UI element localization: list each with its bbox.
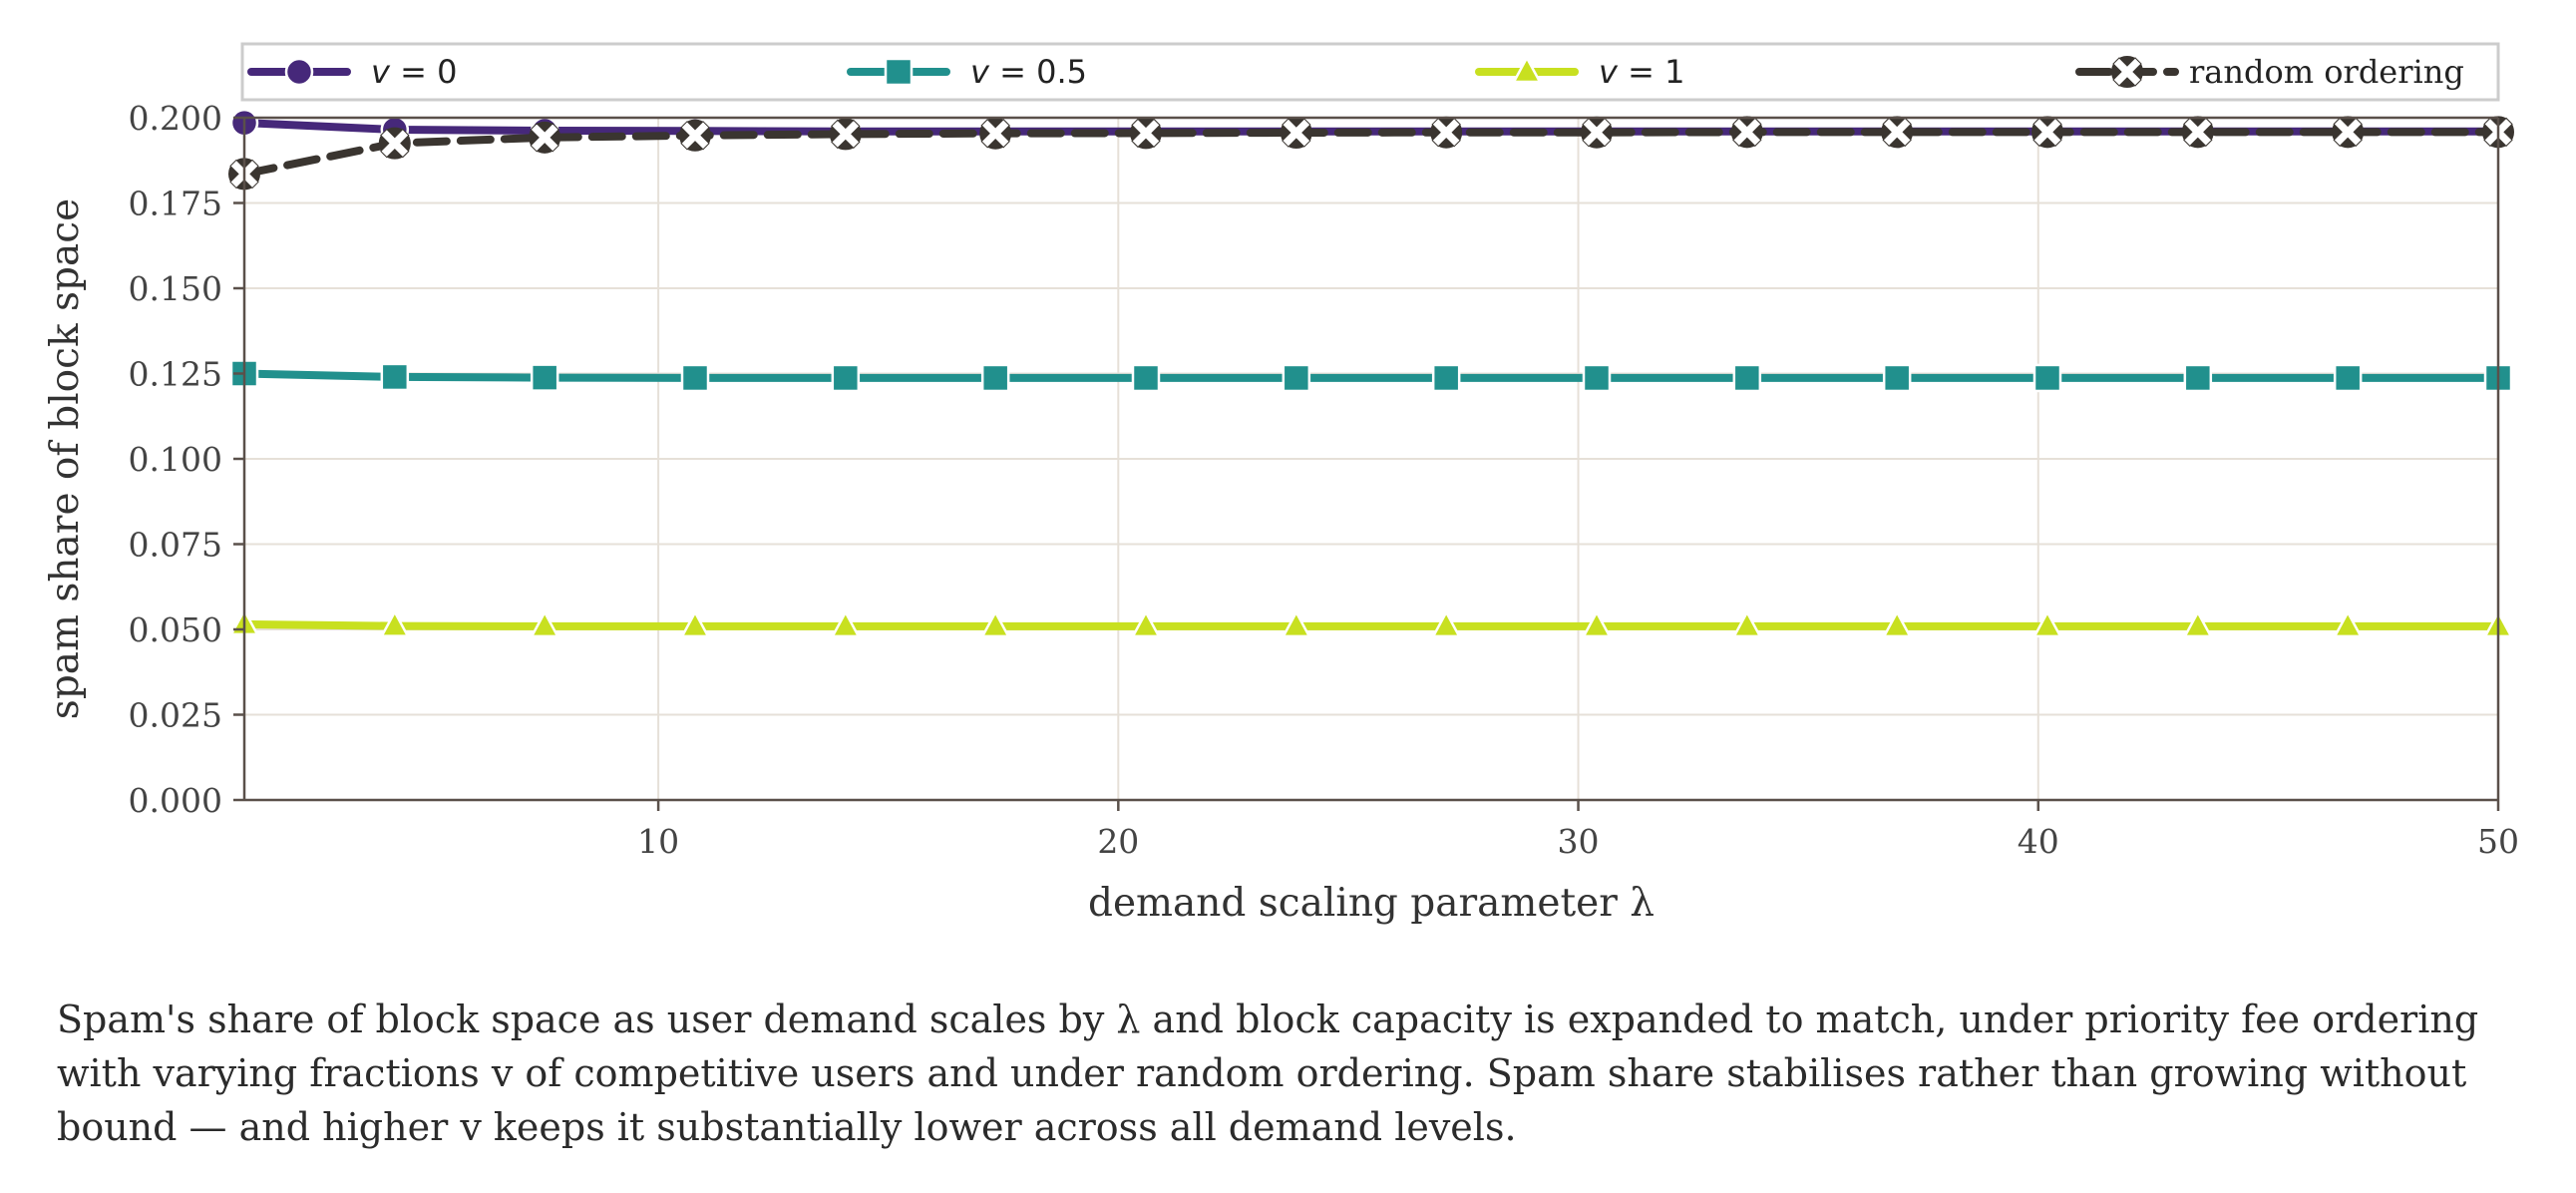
y-tick-label-4: 0.100: [129, 440, 222, 479]
series-1-point-6: [1131, 363, 1161, 393]
series-2-point-11: [1882, 609, 1913, 638]
series-3-point-6-cross: [1131, 118, 1161, 149]
x-tick-label-2: 30: [1558, 822, 1600, 861]
series-2-line: [240, 619, 2502, 630]
series-3-point-3-cross: [680, 121, 710, 151]
series-1-point-12: [2032, 363, 2062, 393]
series-2-point-1: [379, 608, 410, 637]
series-3-point-14: [2332, 116, 2365, 149]
legend-label-var-0: v: [371, 53, 391, 91]
series-2-point-8: [1431, 609, 1462, 638]
series-3-point-1: [378, 127, 411, 160]
series-2-point-12: [2031, 609, 2063, 638]
legend-label-2: v = 1: [1599, 53, 1684, 91]
legend-marker-3: [2111, 56, 2143, 88]
series-3-point-12: [2031, 116, 2063, 149]
series-3-point-5: [979, 117, 1012, 150]
series-3-point-7-cross: [1282, 118, 1311, 148]
series-2-point-6: [1130, 609, 1162, 638]
series-1-line: [240, 369, 2502, 382]
legend-label-var-1: v: [970, 53, 990, 91]
series-3-point-1-cross: [380, 128, 410, 159]
y-tick-label-2: 0.050: [129, 610, 222, 649]
y-tick-label-5: 0.125: [129, 355, 222, 394]
legend-label-1: v = 0.5: [970, 53, 1087, 91]
legend-entry-2: v = 1: [1475, 53, 1684, 91]
series-2-point-13: [2182, 609, 2213, 638]
series-3-point-3: [679, 119, 711, 152]
figure-caption: Spam's share of block space as user dema…: [57, 997, 2479, 1149]
series-2-point-3: [679, 609, 711, 638]
series-3-point-8: [1430, 116, 1463, 149]
series-3-point-7: [1280, 117, 1312, 150]
series-3-point-13-cross: [2183, 117, 2213, 148]
y-tick-label-6: 0.150: [129, 269, 222, 308]
series-3-point-11-cross: [1882, 117, 1912, 148]
legend-marker-3-cross: [2112, 57, 2142, 87]
legend-marker-1: [884, 57, 914, 87]
series-2-point-7: [1281, 609, 1311, 638]
legend-entry-1: v = 0.5: [847, 53, 1087, 91]
series-1-point-4: [831, 363, 861, 393]
series-3-line: [240, 128, 2502, 179]
series-3-point-6: [1130, 117, 1162, 150]
series-1-point-8: [1431, 363, 1461, 393]
series-1-point-7: [1282, 363, 1311, 393]
ticks: 0.000 0.025 0.050 0.075 0.100 0.125 0.150 0.175…: [129, 99, 2519, 861]
series-3-point-9-cross: [1582, 117, 1612, 148]
series-1-point-3: [680, 363, 710, 393]
series-3-point-8-cross: [1431, 117, 1461, 148]
series-3-point-13: [2181, 116, 2214, 149]
legend-entry-3: random ordering: [2075, 53, 2464, 91]
legend-label-value-2: = 1: [1618, 53, 1685, 91]
series-1-point-1: [380, 362, 410, 392]
series-1-point-5: [980, 363, 1010, 393]
legend-box: [240, 42, 2500, 102]
series-3-point-4: [829, 118, 862, 151]
series-1-point-9: [1582, 363, 1612, 393]
y-tick-label-0: 0.000: [129, 781, 222, 820]
y-axis-label: spam share of block space: [43, 199, 88, 719]
series-1-point-14: [2333, 363, 2363, 393]
series-3-point-10-cross: [1732, 117, 1762, 148]
x-tick-label-1: 20: [1097, 822, 1139, 861]
series-2-point-2: [530, 609, 560, 638]
legend-label-3: random ordering: [2189, 53, 2464, 91]
x-tick-label-3: 40: [2018, 822, 2059, 861]
legend-label-0: v = 0: [371, 53, 457, 91]
series-1-point-10: [1732, 363, 1762, 393]
series-2-point-9: [1581, 609, 1613, 638]
series-3-point-12-cross: [2032, 117, 2062, 148]
series-3-point-10: [1730, 116, 1763, 149]
series-1-point-11: [1882, 363, 1912, 393]
legend-label-var-2: v: [1599, 53, 1619, 91]
series-1-point-2: [530, 363, 559, 392]
chart: 0.000 0.025 0.050 0.075 0.100 0.125 0.150 0.175…: [43, 42, 2519, 926]
series-3-point-5-cross: [980, 119, 1010, 149]
series-3-point-2-cross: [530, 123, 559, 153]
legend-entry-0: v = 0: [247, 53, 457, 91]
y-tick-label-1: 0.025: [129, 696, 222, 735]
legend-marker-2: [1511, 55, 1543, 84]
series-3-point-11: [1881, 116, 1914, 149]
x-axis-label: demand scaling parameter λ: [1088, 881, 1655, 926]
series-2-point-5: [980, 609, 1011, 638]
legend-label-value-0: = 0: [390, 53, 458, 91]
series-3-point-14-cross: [2333, 117, 2363, 148]
series-3-point-2: [529, 121, 561, 154]
x-tick-label-4: 50: [2477, 822, 2519, 861]
legend-marker-0: [284, 57, 314, 87]
series-3-point-9: [1581, 116, 1613, 149]
legend-label-value-1: = 0.5: [989, 53, 1087, 91]
y-tick-label-7: 0.175: [129, 185, 222, 223]
series-1-point-13: [2183, 363, 2213, 393]
series-2-point-4: [830, 609, 861, 638]
series-2-point-14: [2333, 609, 2364, 638]
y-tick-label-3: 0.075: [129, 526, 222, 565]
series-3-point-4-cross: [831, 119, 861, 150]
x-tick-label-0: 10: [637, 822, 679, 861]
y-tick-label-8: 0.200: [129, 99, 222, 138]
series-2-point-10: [1731, 609, 1762, 638]
